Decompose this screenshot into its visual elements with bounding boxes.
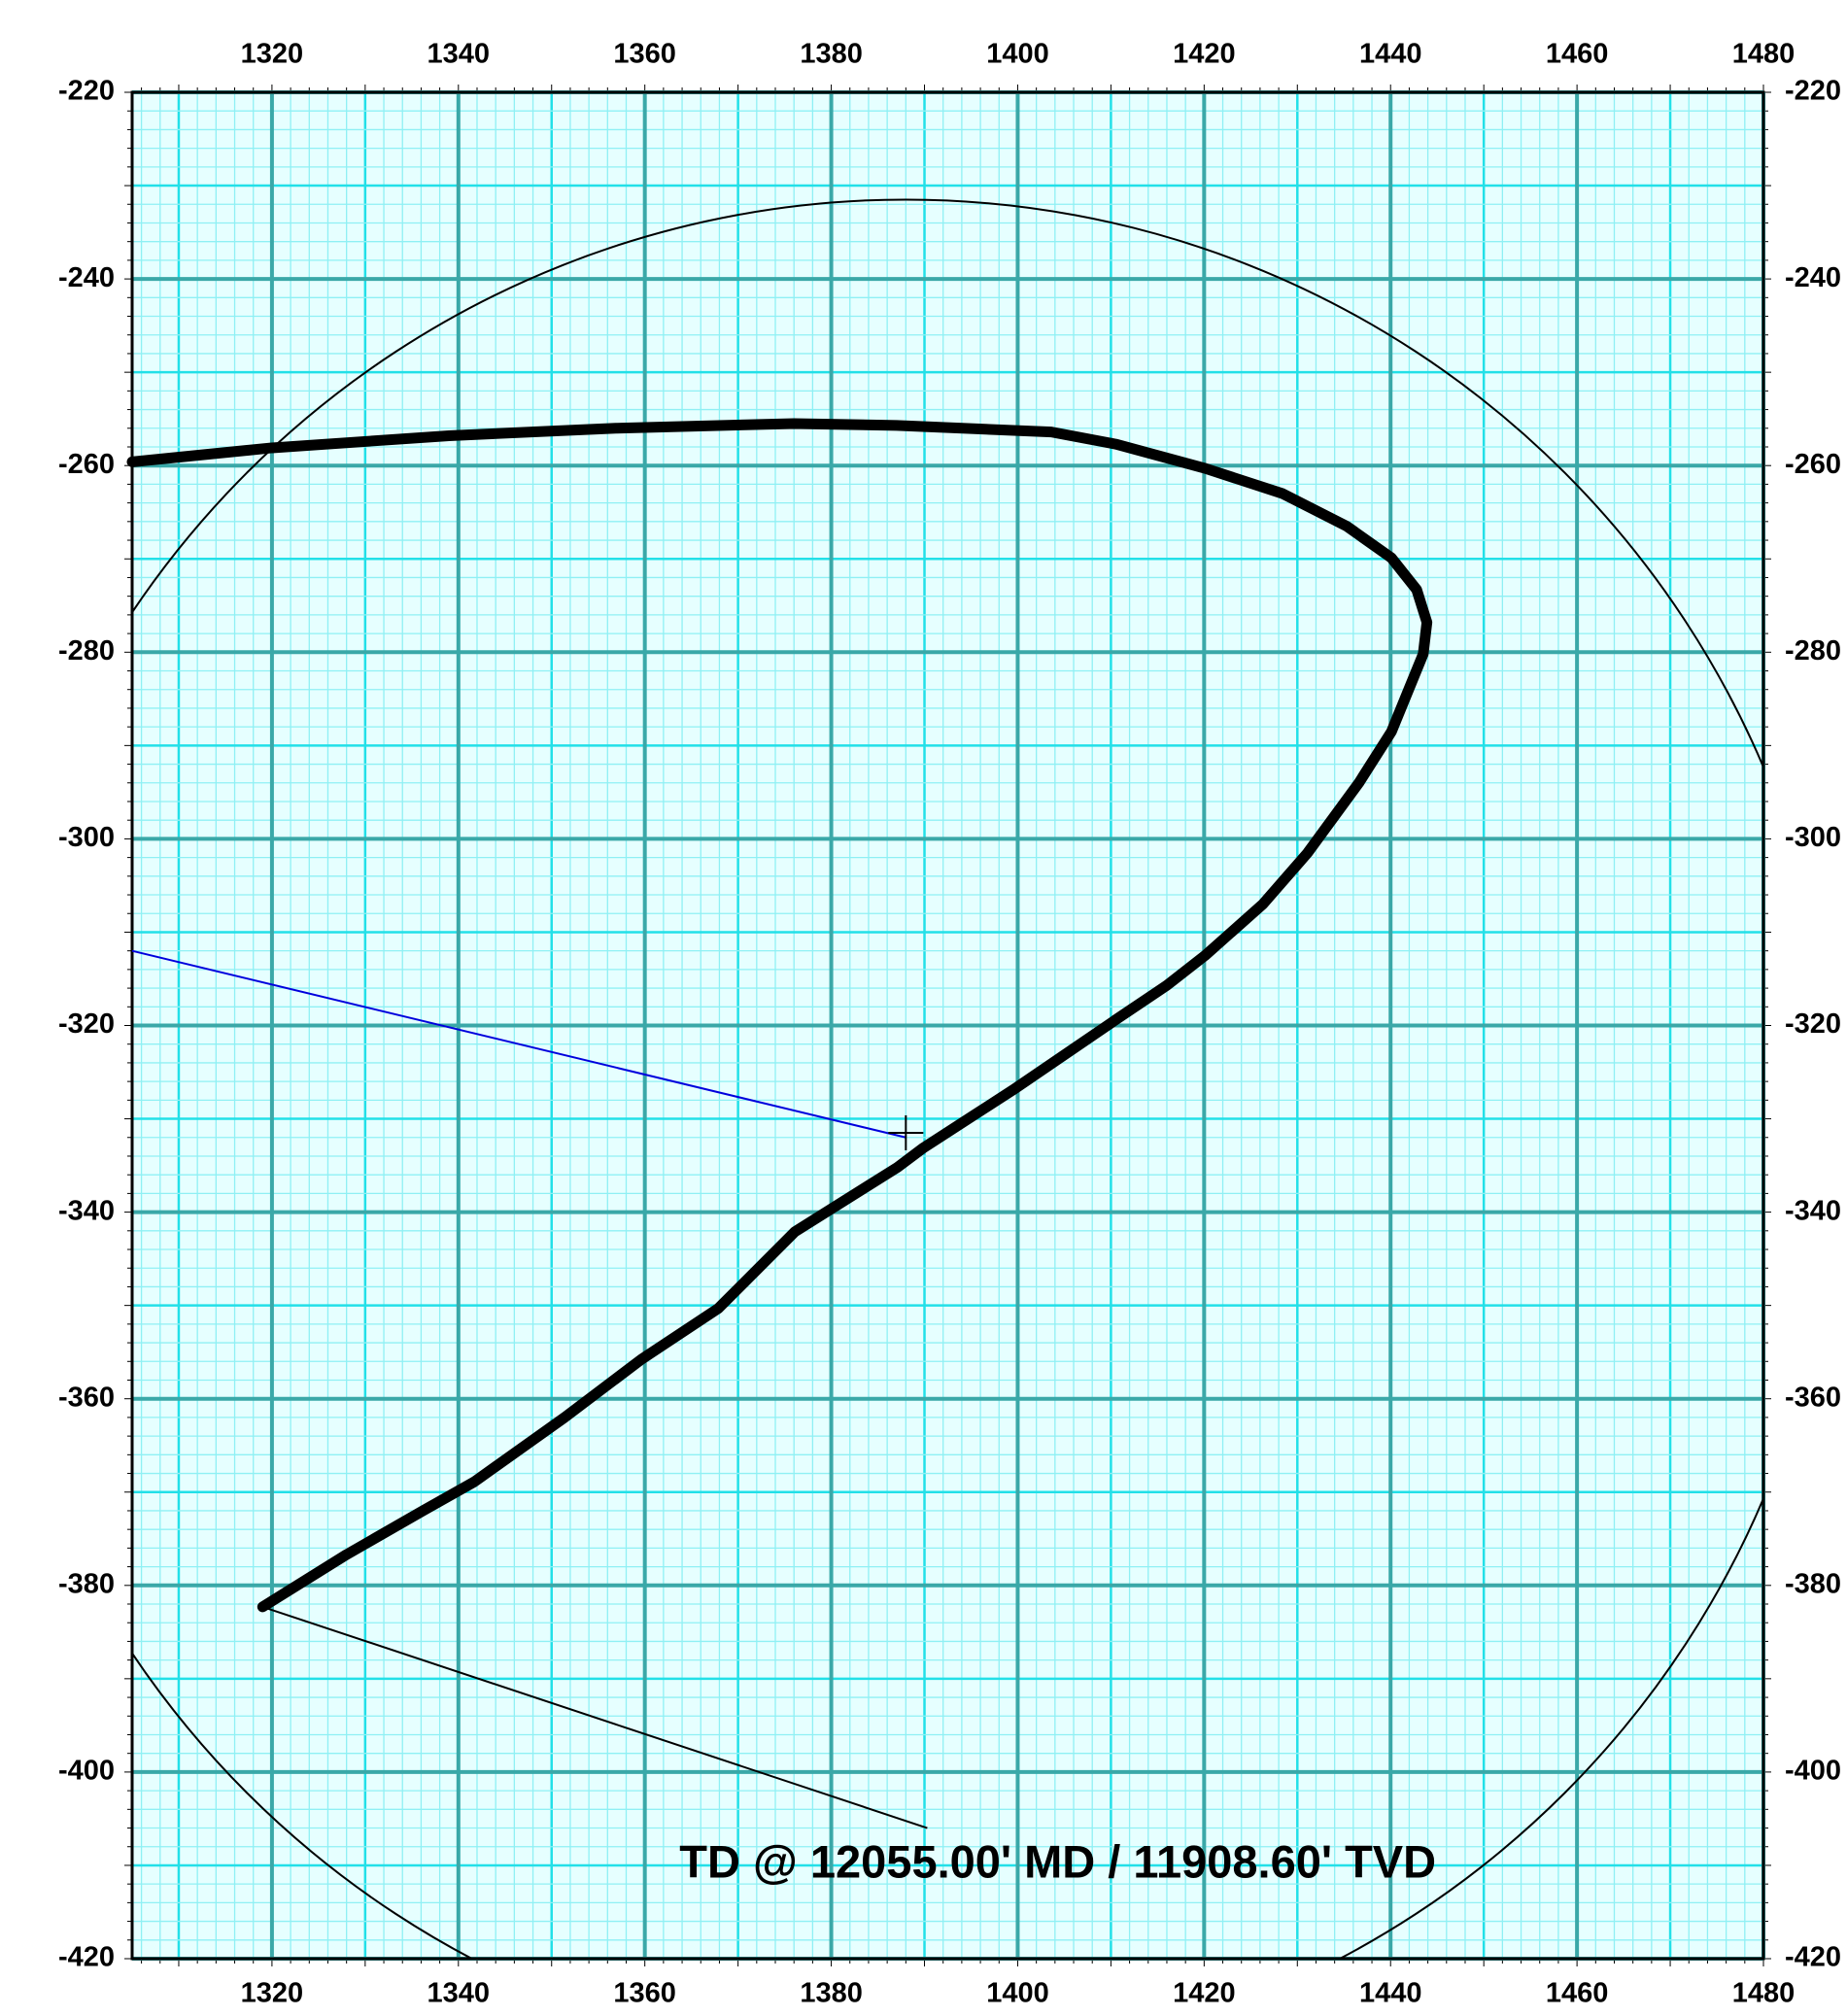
- x-tick-label: 1380: [800, 39, 863, 70]
- y-tick-label: -340: [58, 1195, 115, 1226]
- x-tick-label: 1460: [1546, 1978, 1609, 2009]
- x-tick-label: 1320: [241, 39, 304, 70]
- y-tick-label: -360: [58, 1382, 115, 1413]
- y-tick-label: -420: [58, 1942, 115, 1973]
- x-tick-label: 1380: [800, 1978, 863, 2009]
- annotation: TD @ 12055.00' MD / 11908.60' TVD: [679, 1835, 1436, 1887]
- y-tick-label: -240: [1785, 262, 1841, 293]
- y-tick-label: -380: [1785, 1568, 1841, 1599]
- x-tick-label: 1400: [986, 1978, 1049, 2009]
- y-tick-label: -240: [58, 262, 115, 293]
- y-tick-label: -400: [58, 1756, 115, 1787]
- annotation-leader: [262, 1605, 928, 1829]
- y-tick-label: -280: [58, 635, 115, 666]
- y-tick-label: -340: [1785, 1195, 1841, 1226]
- x-tick-label: 1440: [1359, 1978, 1422, 2009]
- x-tick-label: 1360: [613, 39, 676, 70]
- x-tick-label: 1420: [1173, 1978, 1236, 2009]
- plot-frame: [130, 90, 1765, 1961]
- y-tick-label: -320: [1785, 1008, 1841, 1040]
- x-tick-label: 1480: [1732, 1978, 1796, 2009]
- y-tick-label: -260: [58, 449, 115, 480]
- y-tick-label: -360: [1785, 1382, 1841, 1413]
- target-circle: [132, 198, 1763, 1959]
- x-tick-label: 1440: [1359, 39, 1422, 70]
- y-tick-label: -260: [1785, 449, 1841, 480]
- x-tick-label: 1320: [241, 1978, 304, 2009]
- x-tick-label: 1340: [428, 39, 491, 70]
- y-tick-label: -300: [1785, 822, 1841, 853]
- x-tick-label: 1480: [1732, 39, 1796, 70]
- x-tick-label: 1420: [1173, 39, 1236, 70]
- y-tick-label: -420: [1785, 1942, 1841, 1973]
- x-tick-label: 1400: [986, 39, 1049, 70]
- y-tick-label: -300: [58, 822, 115, 853]
- x-tick-label: 1460: [1546, 39, 1609, 70]
- y-tick-label: -220: [58, 76, 115, 107]
- x-tick-label: 1360: [613, 1978, 676, 2009]
- y-tick-label: -320: [58, 1008, 115, 1040]
- y-tick-label: -280: [1785, 635, 1841, 666]
- y-tick-label: -380: [58, 1568, 115, 1599]
- x-tick-label: 1340: [428, 1978, 491, 2009]
- well-path: [126, 418, 1433, 1613]
- reference-line: [131, 949, 906, 1139]
- y-tick-label: -220: [1785, 76, 1841, 107]
- y-tick-label: -400: [1785, 1756, 1841, 1787]
